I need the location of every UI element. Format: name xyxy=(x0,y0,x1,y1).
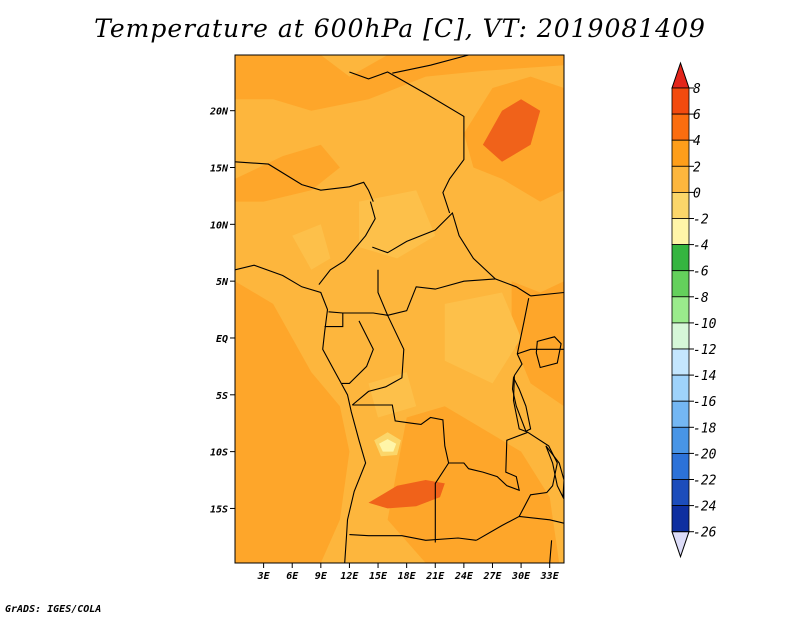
colorbar-label: -20 xyxy=(693,447,717,462)
lat-label: 10N xyxy=(210,220,229,231)
colorbar-swatch xyxy=(671,87,690,115)
colorbar-label: -8 xyxy=(693,291,709,306)
coastline xyxy=(235,264,367,563)
colorbar-label: -10 xyxy=(693,317,717,332)
colorbar-swatch xyxy=(671,322,690,350)
border-line-0 xyxy=(235,161,374,202)
lat-label: 15N xyxy=(210,164,229,175)
border-line-3 xyxy=(372,211,531,297)
colorbar-label: -14 xyxy=(693,369,716,384)
colorbar-label: 0 xyxy=(693,186,701,201)
border-line-9 xyxy=(352,404,528,492)
border-line-18 xyxy=(392,55,469,74)
colorbar-swatch xyxy=(671,296,690,324)
lon-label: 18E xyxy=(398,571,417,582)
colorbar-label: -26 xyxy=(693,526,717,541)
lat-label: 20N xyxy=(209,107,229,118)
colorbar-swatch xyxy=(671,479,690,507)
border-line-11 xyxy=(434,462,450,543)
lake-victoria xyxy=(535,336,562,369)
map-axes: 20N 15N 10N 5N EQ 5S 10S 15S 3E 6E 9E 12E 15E 18E 21E 2… xyxy=(209,107,560,582)
colorbar-swatch xyxy=(671,400,690,428)
colorbar-label: -22 xyxy=(693,474,717,489)
lon-label: 12E xyxy=(340,571,359,582)
colorbar-top-arrow xyxy=(671,61,690,89)
mild-region-0 xyxy=(359,190,436,259)
colorbar-swatch xyxy=(671,426,690,454)
warm-region-1 xyxy=(235,144,340,202)
hot-region-1 xyxy=(368,480,445,509)
colorbar: 8 6 4 2 0 -2 -4 -6 -8 -10 -12 -14 -16 -18 -20 -22 -24 -26 xyxy=(671,61,717,559)
colorbar-swatch xyxy=(671,139,690,167)
lat-label: EQ xyxy=(216,334,228,345)
colorbar-label: -18 xyxy=(693,421,717,436)
mild-region-3 xyxy=(368,372,417,418)
border-line-10 xyxy=(349,534,477,541)
border-line-1 xyxy=(349,71,465,214)
lon-label: 6E xyxy=(286,571,299,582)
border-line-15 xyxy=(530,291,564,297)
lon-label: 24E xyxy=(454,571,474,582)
border-line-14 xyxy=(517,348,564,355)
temperature-field xyxy=(235,55,564,563)
warm-region-2 xyxy=(235,281,350,563)
colorbar-swatch xyxy=(671,113,690,141)
colorbar-label: -2 xyxy=(693,213,709,228)
chart-title: Temperature at 600hPa [C], VT: 201908140… xyxy=(94,14,706,43)
border-line-16 xyxy=(518,431,558,517)
mild-region-2 xyxy=(292,224,331,270)
colorbar-label: -4 xyxy=(693,239,709,254)
warm-region-4 xyxy=(387,406,560,563)
colorbar-swatch xyxy=(671,452,690,480)
colorbar-label: -16 xyxy=(693,395,717,410)
lon-label: 21E xyxy=(425,571,445,582)
lake-tanganyika xyxy=(511,375,532,432)
border-line-5 xyxy=(328,311,388,316)
border-line-4 xyxy=(377,269,496,316)
colorbar-swatch xyxy=(671,505,690,533)
colorbar-swatch xyxy=(671,244,690,272)
lon-label: 30E xyxy=(511,571,531,582)
map-frame xyxy=(234,54,565,564)
cool-region-core xyxy=(379,439,397,452)
lon-label: 33E xyxy=(540,571,560,582)
lon-label: 15E xyxy=(369,571,388,582)
hot-region-0 xyxy=(482,99,541,162)
credit-label: GrADS: IGES/COLA xyxy=(5,604,102,615)
border-line-17 xyxy=(549,540,553,563)
colorbar-label: -12 xyxy=(693,343,717,358)
colorbar-label: 4 xyxy=(693,134,701,149)
lon-label: 9E xyxy=(315,571,328,582)
lat-label: 5N xyxy=(216,277,229,288)
lat-label: 10S xyxy=(210,448,228,459)
colorbar-bottom-arrow xyxy=(671,531,690,559)
mild-region-1 xyxy=(444,292,522,384)
lon-label: 27E xyxy=(482,571,502,582)
warm-region-0 xyxy=(235,55,564,111)
border-line-7 xyxy=(341,320,374,384)
lake-malawi xyxy=(545,445,564,500)
border-line-6 xyxy=(324,313,344,328)
colorbar-label: 6 xyxy=(693,108,701,123)
colorbar-label: -24 xyxy=(693,500,716,515)
warm-region-5 xyxy=(511,281,564,407)
lon-label: 3E xyxy=(257,571,271,582)
lat-label: 15S xyxy=(210,504,228,515)
country-borders xyxy=(235,55,564,563)
colorbar-swatch xyxy=(671,270,690,298)
colorbar-label: 2 xyxy=(693,160,701,175)
colorbar-swatch xyxy=(671,191,690,219)
colorbar-swatch xyxy=(671,165,690,193)
colorbar-swatch xyxy=(671,374,690,402)
lat-label: 5S xyxy=(216,391,228,402)
colorbar-label: -6 xyxy=(693,265,709,280)
border-line-8 xyxy=(351,315,405,406)
border-line-13 xyxy=(512,298,530,433)
colorbar-swatch xyxy=(671,348,690,376)
colorbar-swatch xyxy=(671,218,690,246)
border-line-2 xyxy=(318,201,376,285)
colorbar-label: 8 xyxy=(693,82,701,97)
